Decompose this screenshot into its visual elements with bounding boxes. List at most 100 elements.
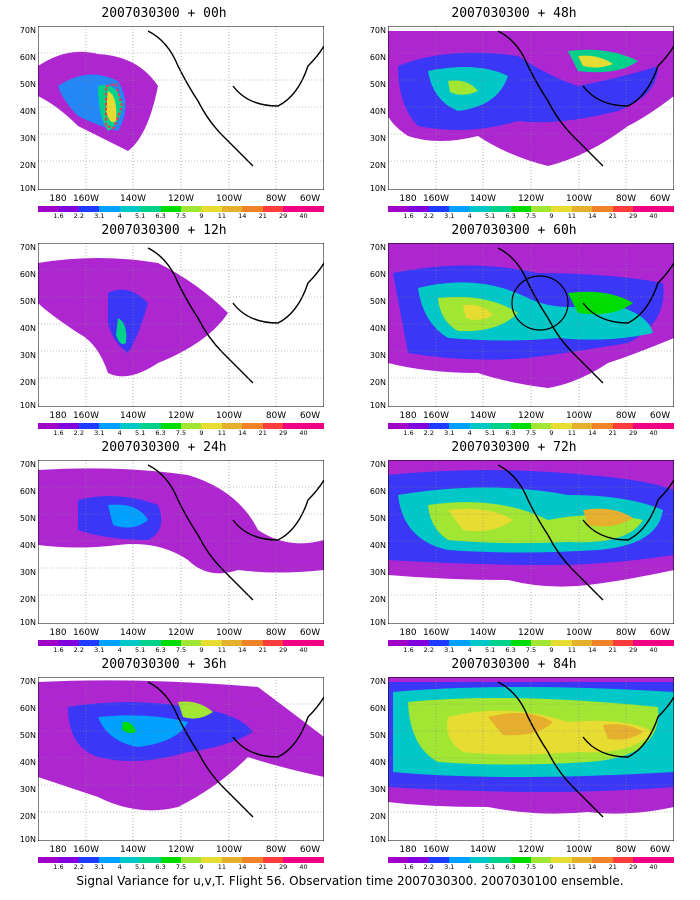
- lon-label: 180: [399, 194, 417, 204]
- colorbar-label: 29: [629, 646, 638, 654]
- lat-label: 20N: [369, 378, 386, 387]
- colorbar-swatch: [388, 423, 409, 429]
- colorbar-label: 7.5: [175, 429, 187, 437]
- lon-label: 100W: [215, 628, 243, 638]
- colorbar-label: 14: [238, 212, 247, 220]
- colorbar-swatch: [303, 857, 325, 863]
- colorbar-swatch: [221, 640, 243, 646]
- lon-label: 160W: [422, 194, 450, 204]
- lat-label: 60N: [19, 270, 36, 279]
- panel-72h: 2007030300 + 72h 70N 60N 50N 40N 30N 20N…: [354, 440, 675, 655]
- colorbar-swatch: [612, 857, 634, 863]
- colorbar-label: 2.2: [73, 212, 85, 220]
- colorbar-label: 9: [549, 429, 554, 437]
- lat-label: 30N: [19, 351, 36, 360]
- lon-label: 80W: [615, 628, 637, 638]
- colorbar-label: 3.1: [444, 429, 455, 437]
- lat-label: 20N: [19, 812, 36, 821]
- lat-label: 20N: [19, 161, 36, 170]
- colorbar-swatch: [140, 423, 162, 429]
- colorbar-swatch: [428, 206, 450, 212]
- lon-label: 80W: [265, 194, 287, 204]
- lon-label: 60W: [299, 845, 321, 855]
- lon-label: 100W: [565, 845, 593, 855]
- colorbar-label: 1.6: [53, 646, 64, 654]
- lat-label: 30N: [19, 134, 36, 143]
- lon-label: 60W: [649, 628, 671, 638]
- colorbar-label: 14: [588, 646, 597, 654]
- colorbar: 1.6 2.2 3.1 4 5.1 6.3 7.5 9 11 14 21 29 40: [388, 423, 675, 437]
- lat-label: 50N: [19, 80, 36, 89]
- lat-label: 40N: [19, 541, 36, 550]
- colorbar-label: 2.2: [423, 646, 435, 654]
- colorbar-swatch: [592, 206, 614, 212]
- colorbar-swatch: [58, 206, 80, 212]
- colorbar-swatch: [449, 857, 471, 863]
- colorbar-label: 21: [258, 212, 267, 220]
- colorbar-swatch: [119, 206, 141, 212]
- colorbar-swatch: [283, 857, 305, 863]
- colorbar-swatch: [201, 857, 223, 863]
- colorbar-label: 5.1: [484, 429, 496, 437]
- colorbar-swatch: [592, 423, 614, 429]
- colorbar-label: 29: [279, 646, 288, 654]
- lat-label: 50N: [19, 731, 36, 740]
- colorbar-swatch: [160, 857, 182, 863]
- colorbar-label: 3.1: [444, 212, 455, 220]
- colorbar-swatch: [428, 640, 450, 646]
- colorbar-label: 4: [117, 863, 122, 871]
- colorbar-swatch: [571, 640, 593, 646]
- colorbar-label: 21: [608, 212, 617, 220]
- colorbar-label: 21: [258, 646, 267, 654]
- lat-label: 50N: [19, 297, 36, 306]
- panel-title: 2007030300 + 60h: [451, 223, 577, 238]
- colorbar-swatch: [78, 640, 100, 646]
- colorbar-swatch: [408, 206, 430, 212]
- colorbar-label: 7.5: [175, 863, 187, 871]
- map-48h: [388, 26, 674, 190]
- colorbar-swatch: [469, 640, 491, 646]
- colorbar-swatch: [449, 640, 471, 646]
- lon-label: 140W: [119, 845, 147, 855]
- panel-title: 2007030300 + 24h: [101, 440, 227, 455]
- colorbar-label: 40: [649, 863, 658, 871]
- colorbar-label: 11: [567, 429, 576, 437]
- lon-label: 120W: [167, 194, 195, 204]
- colorbar-label: 2.2: [423, 863, 435, 871]
- colorbar-swatch: [388, 640, 409, 646]
- colorbar-label: 1.6: [53, 863, 64, 871]
- colorbar-label: 21: [258, 863, 267, 871]
- colorbar-label: 5.1: [484, 863, 496, 871]
- lon-label: 100W: [565, 194, 593, 204]
- colorbar-swatch: [38, 206, 59, 212]
- colorbar-label: 2.2: [423, 429, 435, 437]
- lat-label: 70N: [369, 460, 386, 469]
- lon-label: 100W: [565, 411, 593, 421]
- lon-label: 60W: [649, 411, 671, 421]
- colorbar-swatch: [469, 206, 491, 212]
- colorbar-swatch: [408, 640, 430, 646]
- colorbar-label: 29: [629, 429, 638, 437]
- lon-label: 80W: [265, 845, 287, 855]
- colorbar-label: 29: [629, 863, 638, 871]
- colorbar-label: 6.3: [505, 646, 516, 654]
- colorbar-swatch: [551, 640, 573, 646]
- colorbar-swatch: [571, 857, 593, 863]
- colorbar-label: 40: [299, 863, 308, 871]
- lat-label: 60N: [19, 704, 36, 713]
- colorbar-label: 6.3: [155, 646, 166, 654]
- colorbar-label: 40: [649, 646, 658, 654]
- colorbar-swatch: [242, 206, 264, 212]
- colorbar-swatch: [140, 857, 162, 863]
- colorbar-label: 6.3: [505, 429, 516, 437]
- colorbar-label: 2.2: [73, 646, 85, 654]
- lon-label: 180: [49, 411, 67, 421]
- lat-label: 60N: [369, 704, 386, 713]
- lon-label: 180: [399, 845, 417, 855]
- lat-label: 70N: [19, 677, 36, 686]
- colorbar-swatch: [99, 640, 121, 646]
- colorbar-label: 40: [299, 646, 308, 654]
- colorbar-swatch: [653, 206, 675, 212]
- lon-label: 100W: [215, 194, 243, 204]
- colorbar-swatch: [633, 640, 655, 646]
